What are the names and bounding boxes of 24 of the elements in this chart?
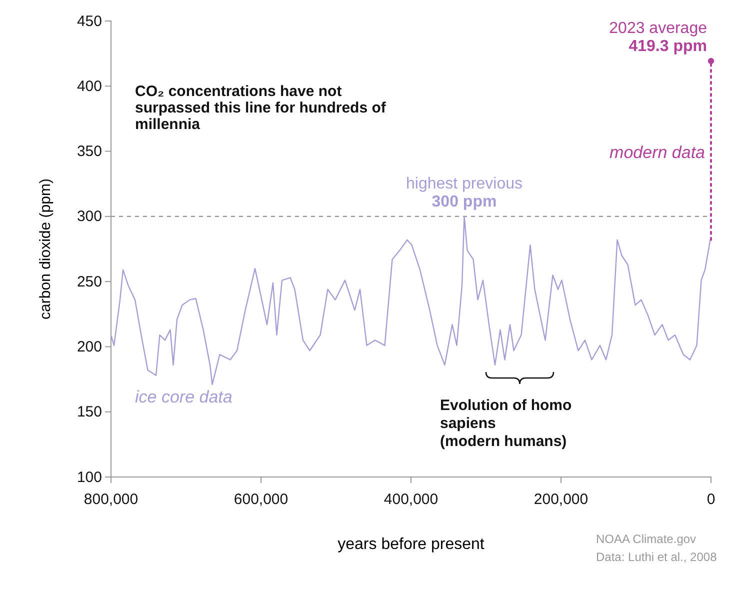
y-axis-title: carbon dioxide (ppm) [37, 178, 54, 320]
x-tick-label: 800,000 [84, 491, 138, 508]
annotation: Evolution of homo sapiens (modern humans) [440, 397, 572, 450]
text: Data: Luthi et al., 2008 [596, 550, 718, 564]
y-tick-label: 200 [76, 338, 102, 356]
annotation: 2023 average 419.3 ppm [609, 20, 708, 55]
x-tick-label: 600,000 [234, 491, 288, 508]
y-tick-label: 150 [76, 404, 102, 421]
series-label: ice core data [135, 388, 232, 407]
annotation: CO₂ concentrations have not surpassed this line for hundreds of millennia [135, 83, 387, 133]
y-tick-label: 100 [76, 468, 102, 486]
x-tick-label: 400,000 [384, 491, 438, 508]
y-tick-label: 450 [76, 12, 102, 30]
y-tick-label: 350 [76, 143, 102, 160]
series-label: modern data [610, 142, 705, 162]
x-tick-label: 200,000 [534, 491, 588, 508]
line-series [110, 216, 711, 386]
annotation: highest previous 300 ppm [406, 175, 523, 210]
y-tick-label: 250 [76, 273, 102, 290]
y-tick-label: 300 [76, 208, 102, 226]
y-tick-label: 400 [76, 78, 102, 95]
x-axis-title: years before present [338, 536, 485, 553]
text: NOAA Climate.gov [596, 532, 696, 546]
x-tick-label: 0 [706, 491, 716, 508]
